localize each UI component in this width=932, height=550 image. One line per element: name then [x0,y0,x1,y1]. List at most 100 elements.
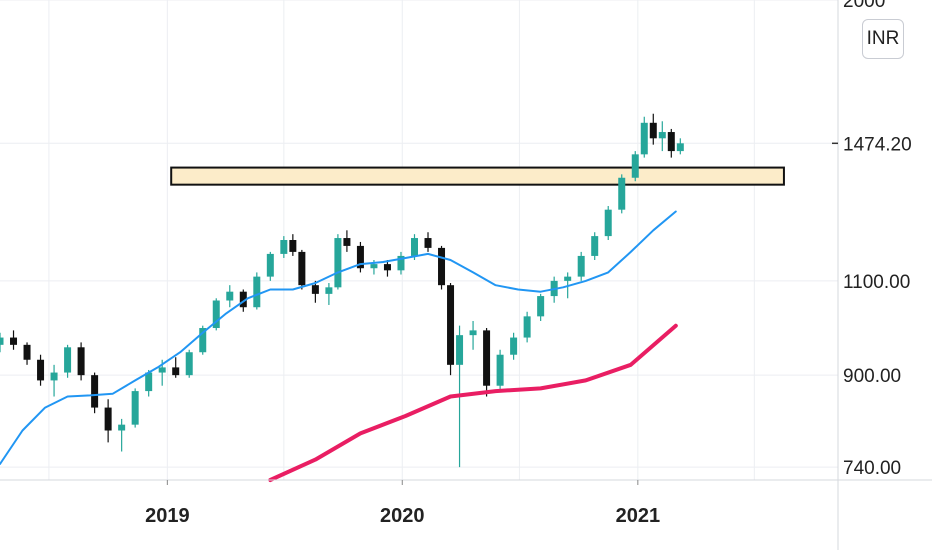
candle-body [383,264,391,271]
candle-body [483,330,491,386]
candle-down [343,230,351,252]
x-axis-labels: 2019 2020 2021 [145,480,660,527]
candle-body [397,255,405,271]
candle-body [325,287,333,294]
ma-line-long [268,323,678,482]
candle-up [253,272,261,310]
candle-body [564,276,572,281]
candle-body [0,337,4,345]
currency-badge[interactable]: INR [862,19,904,59]
candle-up [131,388,139,428]
candle-up [334,234,342,290]
candle-down [447,283,455,376]
candle-body [370,264,378,269]
candle-up [0,332,4,353]
candle-up [397,251,405,275]
candle-body [23,344,31,360]
ma-line-short [0,210,677,465]
candle-body [424,238,432,248]
candle-up [537,293,545,321]
y-tick-label: 740.00 [843,458,901,479]
candle-body [226,291,234,301]
candle-down [649,113,657,145]
candle-body [591,236,599,256]
candle-up [604,206,612,240]
candle-body [631,154,639,178]
candle-down [10,330,18,350]
candle-body [298,251,306,286]
candle-up [523,311,531,343]
candle-body [280,240,288,254]
candle-down [37,354,45,386]
candle-up [226,285,234,308]
candle-up [658,121,666,152]
x-tick-label: 2021 [616,505,661,527]
candle-body [356,245,364,269]
y-axis-labels: 740.00 900.00 1100.00 2000 1474.20 [832,0,912,479]
candle-body [172,367,180,376]
candle-down [383,259,391,277]
candle-body [289,240,297,252]
candle-up [280,236,288,258]
candle-up [577,251,585,281]
candle-body [10,337,18,345]
candle-up [145,369,153,397]
candle-body [469,330,477,336]
candle-down [172,357,180,378]
candle-body [50,372,58,381]
candle-up [618,174,626,214]
candle-up [185,349,193,378]
candle-body [212,300,220,329]
candle-down [311,280,319,303]
candle-down [356,241,364,273]
candle-up [469,320,477,350]
candle-body [91,375,99,408]
candle-down [483,328,491,397]
grid-lines [0,0,838,480]
candle-body [577,255,585,277]
candle-down [298,249,306,290]
candle-up [199,325,207,355]
candle-body [456,335,464,365]
candle-up [325,283,333,305]
resistance-zone[interactable] [170,166,785,186]
candle-body [438,247,446,286]
candle-body [523,316,531,338]
candle-down [23,342,31,365]
candle-up [266,251,274,281]
y-tick-label: 2000 [843,0,885,12]
candle-up [631,151,639,182]
resistance-zone-rect [170,166,785,186]
candle-body [185,352,193,376]
candle-down [438,245,446,290]
candle-body [618,177,626,210]
candle-body [410,238,418,256]
y-tick-label: 1100.00 [843,272,910,293]
candle-body [311,285,319,294]
candle-body [37,359,45,381]
x-tick-label: 2020 [380,505,425,527]
candle-down [424,232,432,252]
candle-body [537,296,545,317]
candle-body [104,407,112,431]
y-tick-label: 900.00 [843,366,901,387]
candle-body [640,122,648,155]
last-price-label: 1474.20 [843,134,912,155]
candle-down [667,128,675,158]
candle-body [334,238,342,288]
candlesticks [0,113,684,468]
candle-up [212,298,220,331]
x-tick-label: 2019 [145,505,190,527]
candle-down [289,234,297,256]
candle-body [343,238,351,246]
candle-body [658,132,666,139]
candle-up [496,349,504,392]
candle-body [510,337,518,355]
candle-body [239,291,247,308]
candle-body [266,253,274,277]
candle-up [510,332,518,360]
candle-body [676,143,684,152]
